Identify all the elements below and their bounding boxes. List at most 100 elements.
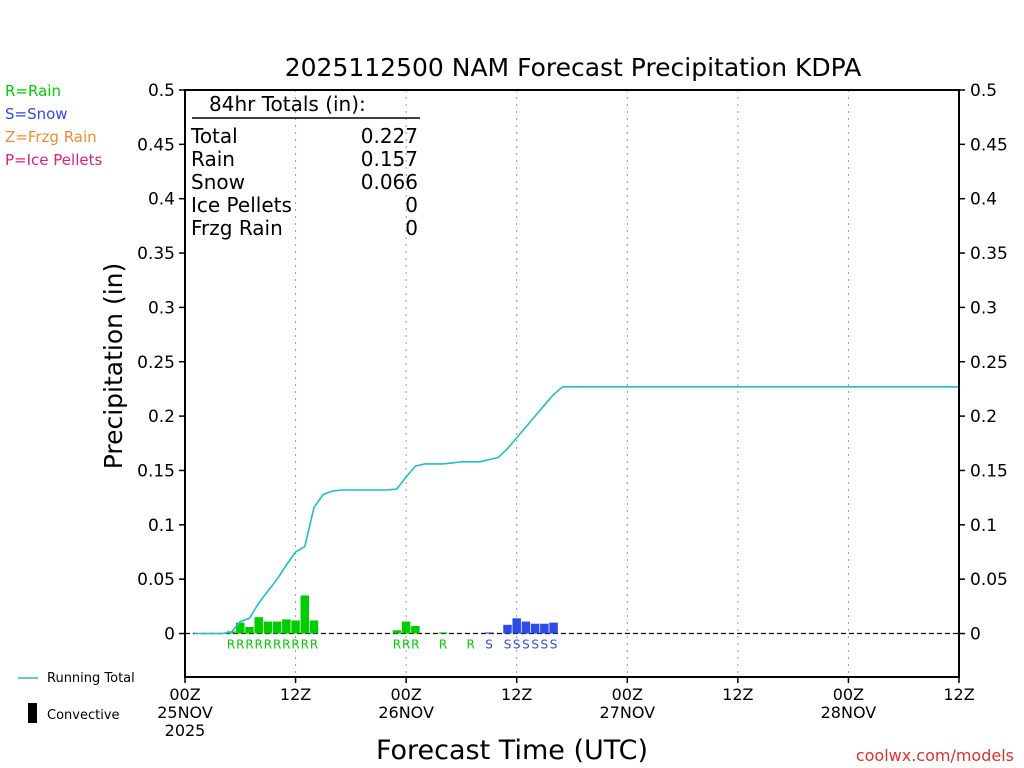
y-tick-label-right: 0.5 [970, 81, 997, 101]
precip-type-letter: R [393, 638, 401, 652]
snow-bar [521, 621, 531, 634]
bars-layer [226, 595, 558, 634]
y-tick-label-right: 0.4 [970, 190, 997, 210]
x-tick-label: 2025 [165, 721, 206, 740]
precip-type-letter: R [291, 638, 299, 652]
totals-value: 0 [405, 216, 418, 240]
totals-header: 84hr Totals (in): [209, 92, 366, 116]
snow-bar [512, 618, 521, 634]
rain-bar [392, 630, 402, 634]
precip-type-letter: R [236, 638, 244, 652]
convective-legend-swatch [28, 703, 37, 723]
y-tick-label-left: 0.5 [148, 81, 175, 101]
y-axis-label: Precipitation (in) [99, 263, 128, 470]
precip-type-letter: S [513, 638, 521, 652]
snow-bar [530, 623, 540, 634]
rain-bar [291, 620, 300, 634]
y-tick-label-left: 0.45 [137, 135, 175, 155]
snow-bar [540, 623, 549, 634]
precip-type-letter: R [264, 638, 272, 652]
y-tick-label-right: 0.25 [970, 353, 1008, 373]
x-tick-label: 00Z [612, 685, 643, 704]
x-tick-label: 00Z [390, 685, 421, 704]
precip-type-letter: R [439, 638, 447, 652]
x-axis-label: Forecast Time (UTC) [376, 735, 648, 766]
y-tick-label-left: 0.25 [137, 353, 175, 373]
y-tick-label-right: 0.15 [970, 461, 1008, 481]
y-tick-label-right: 0.05 [970, 570, 1008, 590]
totals-label: Ice Pellets [191, 193, 292, 217]
precip-type-letter: R [227, 638, 235, 652]
y-tick-label-left: 0.1 [148, 516, 175, 536]
rain-bar [438, 632, 448, 634]
y-tick-label-right: 0 [970, 625, 981, 645]
x-tick-label: 12Z [280, 685, 311, 704]
text-layer: 0.5 0.5 0.45 0.45 0.4 0.4 0.35 0.35 0.3 0.3 0.25 0.… [5, 53, 1014, 766]
x-tick-label: 12Z [501, 685, 532, 704]
x-tick-label: 25NOV [157, 703, 213, 722]
totals-label: Snow [191, 170, 245, 194]
y-tick-label-left: 0.4 [148, 190, 175, 210]
y-tick-label-right: 0.1 [970, 516, 997, 536]
plot-frame [184, 89, 960, 678]
y-tick-label-right: 0.45 [970, 135, 1008, 155]
precip-type-letter: R [245, 638, 253, 652]
chart-title: 2025112500 NAM Forecast Precipitation KD… [285, 53, 862, 82]
totals-value: 0.227 [361, 124, 418, 148]
axes-layer [18, 89, 965, 723]
precip-type-letter: S [522, 638, 530, 652]
rain-bar [263, 621, 273, 634]
running-total-legend-label: Running Total [47, 671, 135, 686]
y-tick-label-left: 0.35 [137, 244, 175, 264]
y-tick-label-right: 0.35 [970, 244, 1008, 264]
y-tick-label-left: 0.15 [137, 461, 175, 481]
precip-legend-item: P=Ice Pellets [5, 151, 102, 169]
precip-type-letter: R [310, 638, 318, 652]
credit-text: coolwx.com/models [856, 746, 1014, 765]
snow-bar [503, 624, 512, 634]
rain-bar [411, 625, 420, 634]
precip-type-letter: R [466, 638, 474, 652]
precip-type-letter: R [255, 638, 263, 652]
x-tick-label: 27NOV [599, 703, 655, 722]
x-tick-label: 00Z [833, 685, 864, 704]
precip-type-letter: R [282, 638, 290, 652]
totals-value: 0.157 [361, 147, 418, 171]
snow-bar [484, 632, 494, 634]
precip-type-letter: S [531, 638, 539, 652]
precip-type-letter: R [402, 638, 410, 652]
x-tick-label: 00Z [169, 685, 200, 704]
precip-type-letter: R [411, 638, 419, 652]
precip-type-letter: R [273, 638, 281, 652]
precip-type-letter: R [301, 638, 309, 652]
precip-type-letter: S [485, 638, 493, 652]
totals-label: Total [190, 124, 238, 148]
y-tick-label-left: 0.05 [137, 570, 175, 590]
precip-legend-item: S=Snow [5, 105, 68, 123]
totals-value: 0.066 [361, 170, 418, 194]
running-total-line [194, 386, 959, 635]
snow-bar [549, 622, 558, 634]
totals-label: Rain [191, 147, 235, 171]
rain-bar [300, 595, 310, 634]
x-tick-label: 12Z [943, 685, 974, 704]
x-tick-label: 28NOV [821, 703, 877, 722]
precip-legend-item: Z=Frzg Rain [5, 128, 97, 146]
totals-label: Frzg Rain [191, 216, 283, 240]
rain-bar [401, 621, 411, 634]
precip-type-letter: S [541, 638, 549, 652]
rain-bar [236, 622, 245, 634]
y-tick-label-right: 0.2 [970, 407, 997, 427]
convective-legend-label: Convective [47, 708, 120, 723]
rain-bar [272, 621, 282, 634]
y-tick-label-left: 0.2 [148, 407, 175, 427]
rain-bar [309, 620, 319, 634]
x-tick-label: 26NOV [378, 703, 434, 722]
rain-bar [282, 619, 291, 634]
rain-bar [254, 617, 263, 634]
y-tick-label-right: 0.3 [970, 298, 997, 318]
running-total-layer [194, 386, 959, 635]
rain-bar [245, 626, 254, 634]
totals-value: 0 [405, 193, 418, 217]
